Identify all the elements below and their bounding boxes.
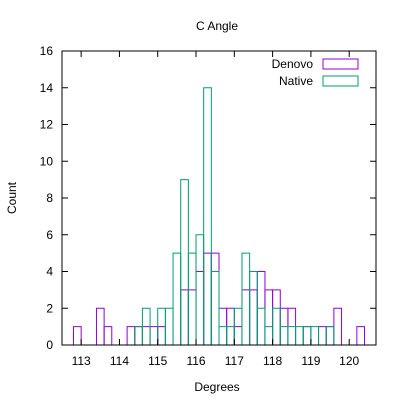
bar-denovo (126, 326, 136, 346)
legend-label-denovo: Denovo (272, 57, 314, 71)
y-tick-label: 10 (40, 154, 54, 168)
x-tick-label: 118 (263, 354, 282, 368)
bar-denovo (149, 326, 159, 346)
bar-native (180, 179, 189, 346)
y-tick-label: 6 (46, 228, 53, 242)
bar-denovo (325, 326, 335, 346)
y-tick-label: 4 (46, 265, 53, 279)
bar-native (256, 307, 266, 346)
x-tick-label: 114 (110, 354, 129, 368)
bar-native (325, 326, 335, 346)
x-tick-label: 115 (148, 354, 167, 368)
bar-denovo (203, 252, 212, 346)
bar-denovo (103, 326, 113, 346)
legend: Denovo Native (272, 57, 359, 88)
bar-native (210, 271, 220, 346)
bar-denovo (157, 326, 166, 346)
bar-denovo (210, 252, 220, 346)
y-axis-label: Count (5, 181, 19, 214)
bar-native (134, 326, 143, 346)
axis-ticks: 113 114 115 116 117 118 119 120 0 2 4 6 8 10 12 14 16 (40, 44, 376, 368)
bar-denovo (302, 326, 312, 346)
bar-native (218, 326, 228, 346)
bar-denovo (95, 307, 105, 346)
bar-denovo (195, 271, 205, 346)
bar-native (195, 234, 205, 346)
bar-denovo (180, 289, 189, 346)
bar-denovo (141, 326, 151, 346)
x-tick-label: 113 (72, 354, 91, 368)
bar-native (272, 307, 281, 346)
x-tick-label: 117 (225, 354, 244, 368)
x-tick-label: 120 (339, 354, 359, 368)
bar-denovo (233, 326, 243, 346)
bar-native (241, 252, 251, 346)
bar-native (187, 252, 197, 346)
histogram-bars (72, 87, 366, 346)
bar-native (295, 326, 304, 346)
bar-native (164, 307, 174, 346)
bar-denovo (318, 326, 327, 346)
bar-native (172, 252, 182, 346)
series-native (134, 87, 335, 346)
bar-denovo (249, 289, 258, 346)
x-axis-label: Degrees (194, 380, 239, 394)
y-tick-label: 12 (40, 118, 54, 132)
bar-native (226, 326, 235, 346)
bar-denovo (72, 326, 82, 346)
bar-native (287, 326, 297, 346)
y-tick-label: 14 (40, 81, 54, 95)
bar-denovo (264, 289, 274, 346)
y-tick-label: 2 (46, 301, 53, 315)
y-tick-label: 8 (46, 191, 53, 205)
legend-swatch-denovo (322, 58, 359, 70)
bar-native (279, 326, 289, 346)
bar-denovo (241, 289, 251, 346)
bar-native (302, 326, 312, 346)
bar-native (203, 87, 212, 346)
chart-title: C Angle (196, 19, 238, 33)
bar-denovo (134, 326, 143, 346)
legend-swatch-native (322, 75, 359, 87)
bar-native (249, 271, 258, 346)
bar-native (310, 326, 320, 346)
x-tick-label: 119 (301, 354, 320, 368)
bar-native (264, 326, 274, 346)
x-tick-label: 116 (186, 354, 205, 368)
y-tick-label: 16 (40, 44, 54, 58)
bar-denovo (272, 289, 281, 346)
y-tick-label: 0 (46, 338, 53, 352)
bar-denovo (333, 307, 343, 346)
bar-denovo (187, 289, 197, 346)
legend-label-native: Native (279, 74, 313, 88)
bar-denovo (356, 326, 366, 346)
